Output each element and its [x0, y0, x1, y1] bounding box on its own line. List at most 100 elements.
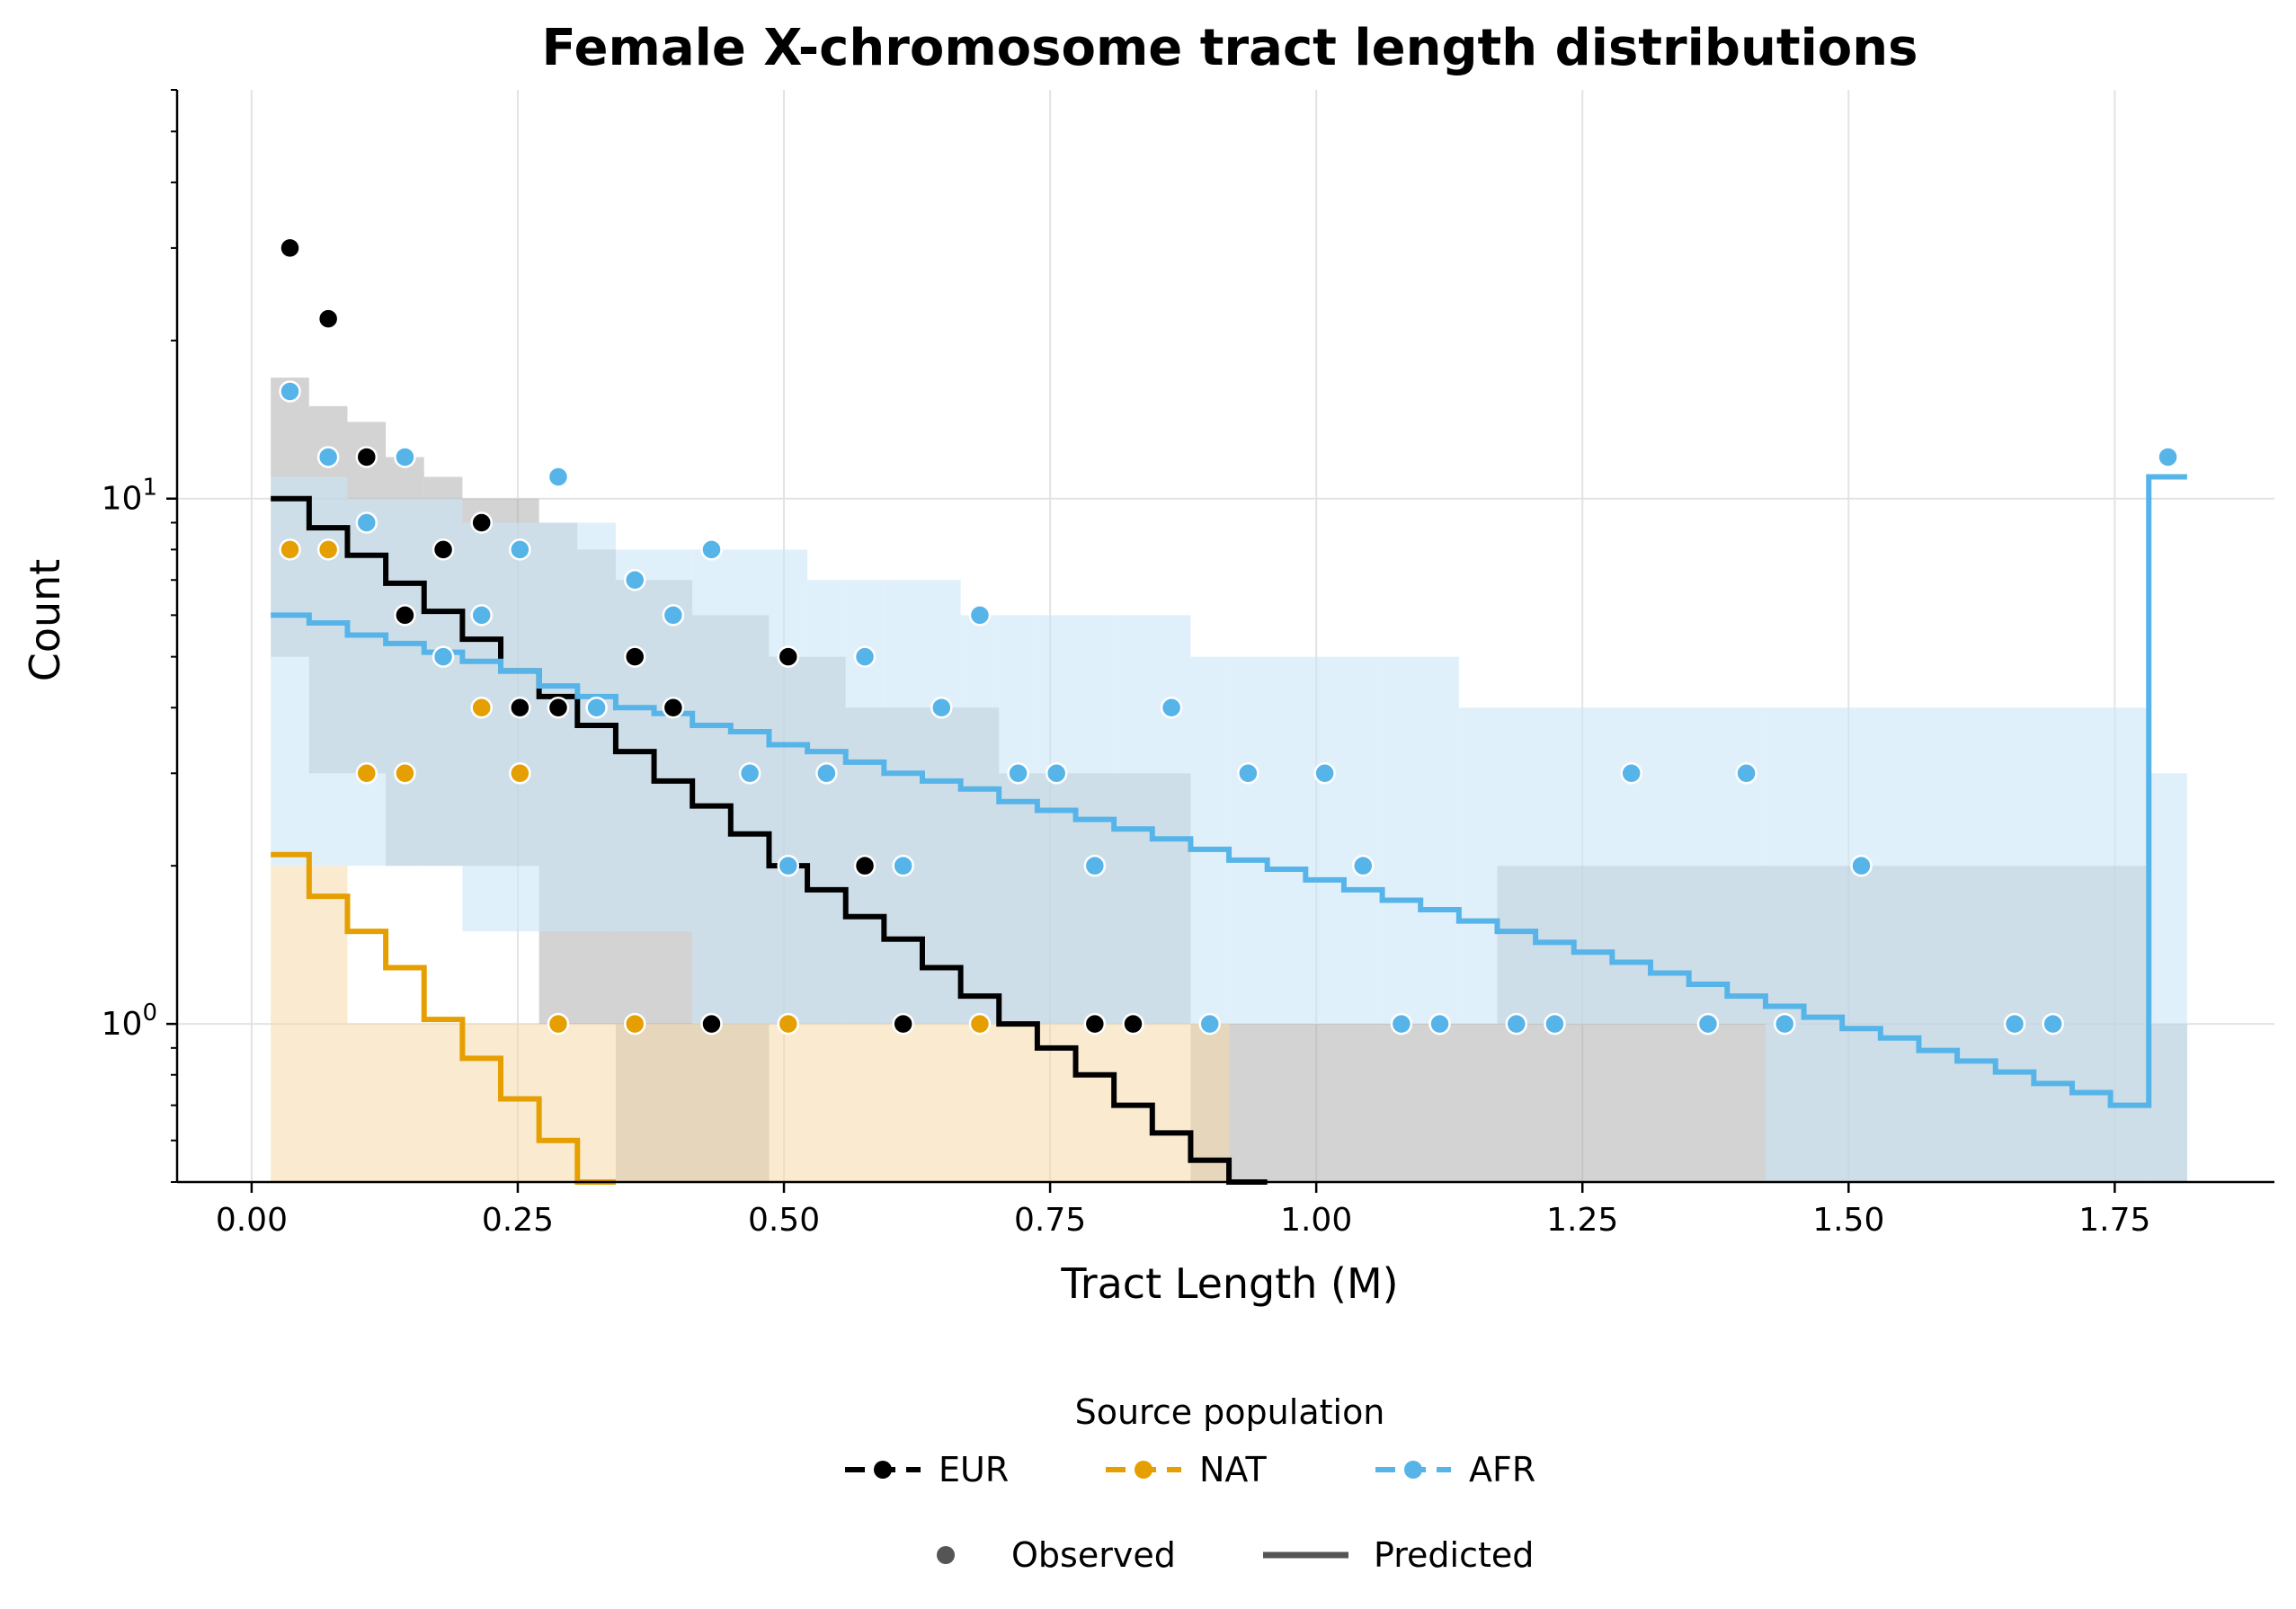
band-afr-13 — [999, 615, 1037, 1025]
observed-point-afr-26 — [1352, 854, 1375, 877]
observed-point-afr-16 — [892, 854, 914, 877]
band-afr-7 — [769, 549, 808, 1025]
observed-point-eur-14 — [1083, 1012, 1107, 1036]
observed-point-eur-6 — [509, 697, 531, 719]
band-afr-4 — [615, 549, 654, 932]
band-afr-2 — [462, 522, 578, 932]
observed-point-nat-7 — [623, 1012, 646, 1036]
band-eur-23 — [1229, 1024, 1383, 1182]
band-afr-19 — [1458, 707, 1498, 1025]
observed-point-eur-7 — [547, 697, 570, 719]
observed-point-eur-3 — [394, 604, 416, 627]
band-afr-20 — [1497, 707, 1766, 1025]
observed-point-afr-23 — [1198, 1012, 1221, 1036]
observed-point-eur-13 — [892, 1012, 914, 1036]
observed-point-afr-7 — [547, 466, 570, 488]
x-tick-label-5: 1.25 — [1546, 1202, 1618, 1239]
observed-point-afr-2 — [355, 511, 378, 534]
uncertainty-bands — [271, 378, 2187, 1182]
observed-point-afr-3 — [394, 446, 416, 468]
predicted-line-eur — [271, 495, 1268, 1185]
observed-point-afr-36 — [2003, 1012, 2026, 1036]
observed-point-eur-1 — [316, 307, 340, 330]
x-axis-ticks: 0.00 0.25 0.50 0.75 1.00 1.25 1.50 1.75 — [216, 1182, 2150, 1239]
observed-point-eur-12 — [853, 854, 877, 877]
legend-marker-observed — [937, 1546, 955, 1564]
observed-point-afr-14 — [815, 762, 838, 785]
observed-point-eur-5 — [470, 511, 493, 534]
band-afr-0 — [271, 476, 348, 867]
legend-marker-nat — [1135, 1461, 1152, 1479]
band-afr-18 — [1382, 656, 1459, 1025]
band-afr-8 — [807, 580, 846, 1025]
legend: Source population EUR NAT AFR Observed Pred… — [845, 1392, 1535, 1575]
legend-label-predicted: Predicted — [1374, 1535, 1534, 1575]
band-afr-16 — [1190, 656, 1230, 1025]
y-tick-label-0: 100 — [102, 1000, 157, 1043]
observed-point-afr-29 — [1505, 1012, 1528, 1036]
legend-styles: Observed Predicted — [937, 1535, 1534, 1575]
observed-point-afr-1 — [316, 446, 340, 468]
band-afr-15 — [1114, 615, 1191, 1025]
band-afr-22 — [2149, 773, 2187, 1182]
observed-point-nat-4 — [470, 697, 493, 719]
band-nat-0 — [271, 866, 348, 1182]
observed-point-afr-34 — [1773, 1012, 1796, 1036]
observed-point-afr-28 — [1428, 1012, 1451, 1036]
band-eur-24 — [1382, 1024, 1498, 1182]
observed-point-afr-25 — [1313, 762, 1336, 785]
predicted-line-nat — [271, 851, 616, 1185]
observed-point-afr-0 — [279, 380, 301, 403]
observed-point-nat-6 — [547, 1012, 570, 1036]
y-axis-label: Count — [21, 559, 69, 682]
plot-area: 0.00 0.25 0.50 0.75 1.00 1.25 1.50 1.75 100 101 — [102, 89, 2274, 1239]
observed-point-eur-8 — [623, 645, 646, 668]
observed-point-afr-20 — [1045, 762, 1068, 785]
legend-title: Source population — [1075, 1392, 1385, 1432]
observed-point-afr-30 — [1544, 1012, 1566, 1036]
observed-point-eur-15 — [1122, 1012, 1144, 1036]
x-tick-label-4: 1.00 — [1280, 1202, 1352, 1239]
predicted-line-afr — [271, 474, 2187, 1108]
observed-point-afr-5 — [470, 604, 493, 627]
legend-label-afr: AFR — [1469, 1450, 1535, 1489]
x-tick-label-2: 0.50 — [748, 1202, 820, 1239]
observed-point-nat-0 — [279, 538, 301, 561]
band-afr-12 — [960, 615, 1000, 1025]
observed-point-afr-21 — [1083, 854, 1107, 877]
band-nat-4 — [730, 1024, 770, 1182]
band-afr-21 — [1765, 707, 2149, 1182]
x-tick-label-0: 0.00 — [216, 1202, 288, 1239]
observed-point-nat-1 — [316, 538, 340, 561]
observed-point-afr-10 — [662, 604, 685, 627]
x-tick-label-7: 1.75 — [2078, 1202, 2150, 1239]
observed-point-afr-18 — [968, 604, 992, 627]
x-tick-label-1: 0.25 — [482, 1202, 554, 1239]
observed-point-eur-0 — [279, 236, 301, 260]
observed-point-nat-8 — [777, 1012, 800, 1036]
observed-point-afr-17 — [930, 697, 953, 719]
observed-point-nat-5 — [509, 762, 531, 785]
observed-point-afr-11 — [700, 538, 723, 561]
legend-label-nat: NAT — [1199, 1450, 1267, 1489]
observed-point-afr-38 — [2157, 446, 2179, 468]
observed-point-afr-8 — [585, 697, 608, 719]
observed-point-afr-9 — [623, 568, 646, 591]
observed-point-afr-4 — [432, 645, 455, 668]
legend-marker-afr — [1404, 1461, 1422, 1479]
band-afr-10 — [884, 580, 922, 1025]
observed-point-afr-13 — [777, 854, 800, 877]
observed-point-nat-9 — [968, 1012, 992, 1036]
observed-point-afr-37 — [2042, 1012, 2064, 1036]
observed-point-afr-31 — [1620, 762, 1642, 785]
y-tick-label-1: 101 — [102, 475, 157, 518]
chart-title: Female X-chromosome tract length distrib… — [542, 19, 1918, 77]
observed-point-afr-32 — [1696, 1012, 1720, 1036]
observed-point-eur-4 — [432, 538, 455, 561]
observed-point-afr-27 — [1390, 1012, 1413, 1036]
observed-point-afr-35 — [1850, 854, 1873, 877]
observed-point-eur-11 — [777, 645, 800, 668]
observed-point-afr-24 — [1237, 762, 1259, 785]
observed-point-afr-6 — [509, 538, 531, 561]
observed-point-afr-19 — [1007, 762, 1029, 785]
